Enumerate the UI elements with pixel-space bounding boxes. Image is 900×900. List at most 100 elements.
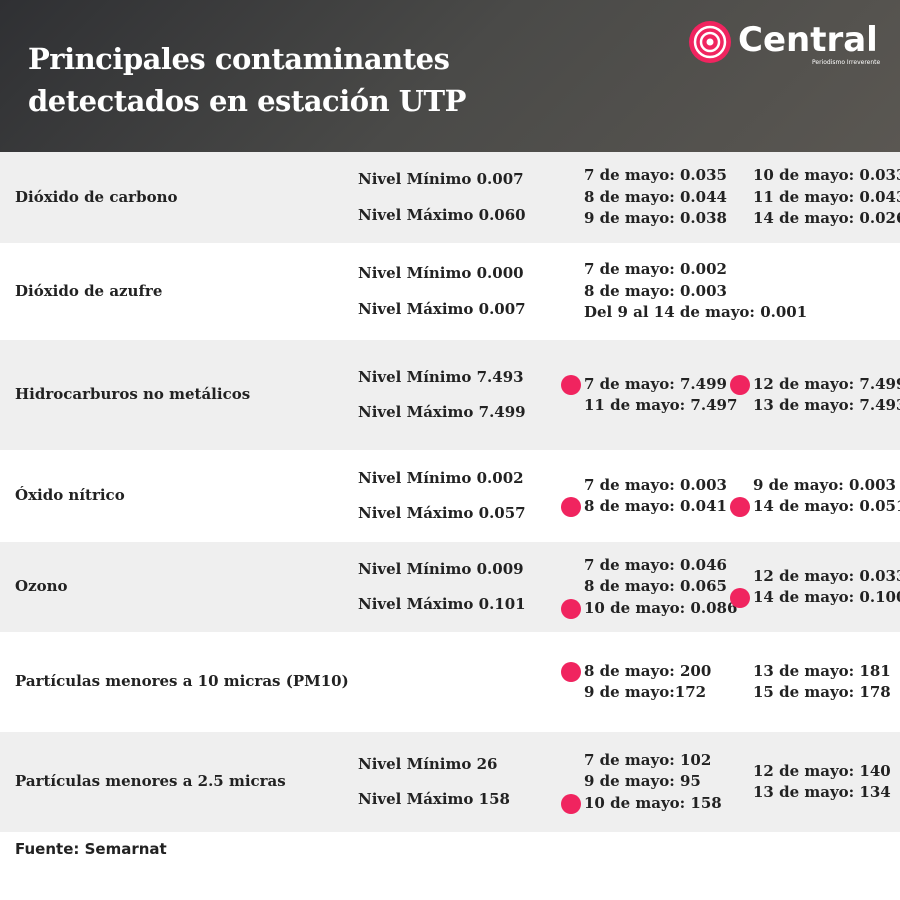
reading: 9 de mayo:172	[584, 682, 711, 704]
reading: 8 de mayo: 0.003	[584, 281, 807, 303]
reading-text: 7 de mayo: 0.003	[584, 475, 727, 494]
reading: 14 de mayo: 0.100	[730, 587, 900, 609]
reading: 9 de mayo: 0.038	[584, 208, 727, 230]
reading: 13 de mayo: 134	[753, 782, 891, 804]
min-level: Nivel Mínimo 0.007	[358, 170, 524, 188]
readings-column: 7 de mayo: 0.046 8 de mayo: 0.065 10 de ma…	[561, 542, 738, 632]
reading: 14 de mayo: 0.051	[730, 496, 900, 518]
reading: 8 de mayo: 200	[561, 661, 712, 683]
reading: 15 de mayo: 178	[753, 682, 891, 704]
highlight-dot	[730, 374, 750, 395]
reading: 12 de mayo: 140	[753, 761, 891, 783]
pollutant-name: Hidrocarburos no metálicos	[15, 385, 251, 404]
reading-text: 14 de mayo: 0.026	[753, 209, 900, 228]
reading-text: 7 de mayo: 0.002	[584, 260, 727, 279]
reading-text: 10 de mayo: 0.086	[584, 598, 738, 617]
pollutant-cell: Hidrocarburos no metálicos	[15, 340, 250, 450]
readings-column: 10 de mayo: 0.033 11 de mayo: 0.043 14 de …	[753, 152, 900, 243]
levels-cell: Nivel Mínimo 0.002 Nivel Máximo 0.057	[358, 450, 526, 542]
reading-text: 7 de mayo: 0.035	[584, 166, 727, 185]
reading-text: 14 de mayo: 0.051	[753, 497, 900, 515]
reading-text: 8 de mayo: 0.044	[584, 187, 727, 206]
reading-text: 13 de mayo: 134	[753, 783, 891, 801]
readings-column: 7 de mayo: 0.035 8 de mayo: 0.044 9 de may…	[584, 152, 727, 243]
reading-text: 8 de mayo: 0.041	[584, 497, 727, 515]
reading-text: 8 de mayo: 0.003	[584, 281, 727, 300]
reading: 12 de mayo: 7.499	[730, 374, 900, 396]
reading: 8 de mayo: 0.044	[584, 187, 727, 209]
reading-text: 13 de mayo: 7.493	[753, 396, 900, 414]
reading-text: 8 de mayo: 0.065	[584, 577, 727, 596]
levels-cell: Nivel Mínimo 0.000 Nivel Máximo 0.007	[358, 243, 526, 340]
reading-text: 7 de mayo: 0.046	[584, 555, 727, 574]
pollutant-cell: Dióxido de azufre	[15, 243, 162, 340]
reading-text: 12 de mayo: 140	[753, 761, 891, 780]
reading-text: 10 de mayo: 0.033	[753, 166, 900, 185]
logo-icon	[689, 21, 731, 63]
min-level: Nivel Mínimo 7.493	[358, 367, 524, 386]
reading: 13 de mayo: 181	[753, 661, 891, 683]
reading: 7 de mayo: 0.035	[584, 165, 727, 187]
reading-text: 7 de mayo: 102	[584, 750, 712, 769]
pollutant-name: Ozono	[15, 577, 68, 596]
title-line: detectados en estación UTP	[28, 84, 466, 118]
reading-text: 14 de mayo: 0.100	[753, 588, 900, 606]
reading: 7 de mayo: 0.046	[584, 555, 737, 577]
max-level: Nivel Máximo 7.499	[358, 403, 526, 421]
reading-text: 8 de mayo: 200	[584, 661, 712, 680]
max-level: Nivel Máximo 0.007	[358, 299, 526, 318]
highlight-dot	[561, 793, 581, 814]
reading-text: 10 de mayo: 158	[584, 793, 722, 812]
readings-column: 9 de mayo: 0.003 14 de mayo: 0.051	[730, 450, 900, 542]
reading: 13 de mayo: 7.493	[753, 395, 900, 417]
pollutant-name: Óxido nítrico	[15, 486, 125, 505]
table-row: Partículas menores a 10 micras (PM10) 8 d…	[0, 632, 900, 732]
levels-cell: Nivel Mínimo 26 Nivel Máximo 158	[358, 732, 510, 832]
header: Principales contaminantes detectados en …	[0, 0, 900, 152]
reading: 11 de mayo: 0.043	[753, 187, 900, 209]
reading: 12 de mayo: 0.033	[753, 566, 900, 588]
reading: 8 de mayo: 0.065	[584, 576, 737, 598]
pollutant-name: Dióxido de carbono	[15, 187, 178, 206]
levels-cell: Nivel Mínimo 0.007 Nivel Máximo 0.060	[358, 152, 526, 243]
table-row: Partículas menores a 2.5 micras Nivel Mín…	[0, 732, 900, 832]
readings-column: 13 de mayo: 181 15 de mayo: 178	[753, 632, 891, 732]
min-level: Nivel Mínimo 0.009	[358, 559, 524, 578]
reading: 7 de mayo: 7.499	[561, 374, 737, 396]
pollutant-cell: Ozono	[15, 542, 68, 632]
reading-text: Del 9 al 14 de mayo: 0.001	[584, 303, 808, 322]
reading: 9 de mayo: 95	[584, 771, 722, 793]
reading-text: 9 de mayo:172	[584, 683, 707, 701]
readings-column: 7 de mayo: 102 9 de mayo: 95 10 de mayo: 1…	[561, 732, 722, 832]
table-row: Ozono Nivel Mínimo 0.009 Nivel Máximo 0.10…	[0, 542, 900, 632]
reading-text: 12 de mayo: 7.499	[753, 374, 900, 393]
readings-column: 12 de mayo: 7.499 13 de mayo: 7.493	[730, 340, 900, 450]
pollutant-name: Dióxido de azufre	[15, 281, 163, 300]
table-row: Hidrocarburos no metálicos Nivel Mínimo 7…	[0, 340, 900, 450]
reading: 9 de mayo: 0.003	[753, 475, 900, 497]
brand: Central	[738, 20, 878, 60]
reading-text: 12 de mayo: 0.033	[753, 566, 900, 585]
max-level: Nivel Máximo 0.060	[358, 205, 526, 224]
readings-column: 7 de mayo: 0.002 8 de mayo: 0.003 Del 9 al…	[584, 243, 807, 340]
reading-text: 9 de mayo: 0.038	[584, 209, 727, 228]
reading: Del 9 al 14 de mayo: 0.001	[584, 302, 807, 324]
title-line: Principales contaminantes	[28, 42, 450, 76]
reading: 11 de mayo: 7.497	[584, 395, 737, 417]
readings-column: 8 de mayo: 200 9 de mayo:172	[561, 632, 712, 732]
min-level: Nivel Mínimo 0.002	[358, 468, 524, 487]
reading: 8 de mayo: 0.041	[561, 496, 727, 518]
reading: 7 de mayo: 0.002	[584, 259, 807, 281]
max-level: Nivel Máximo 0.057	[358, 504, 526, 522]
pollutant-cell: Dióxido de carbono	[15, 152, 177, 243]
readings-column: 7 de mayo: 0.003 8 de mayo: 0.041	[561, 450, 727, 542]
pollutant-cell: Partículas menores a 2.5 micras	[15, 732, 286, 832]
table-row: Dióxido de carbono Nivel Mínimo 0.007 Nive…	[0, 152, 900, 243]
table-row: Dióxido de azufre Nivel Mínimo 0.000 Nivel…	[0, 243, 900, 340]
min-level: Nivel Mínimo 26	[358, 754, 498, 773]
reading-text: 15 de mayo: 178	[753, 683, 891, 701]
reading: 14 de mayo: 0.026	[753, 208, 900, 230]
source: Fuente: Semarnat	[15, 840, 167, 858]
min-level: Nivel Mínimo 0.000	[358, 264, 524, 282]
